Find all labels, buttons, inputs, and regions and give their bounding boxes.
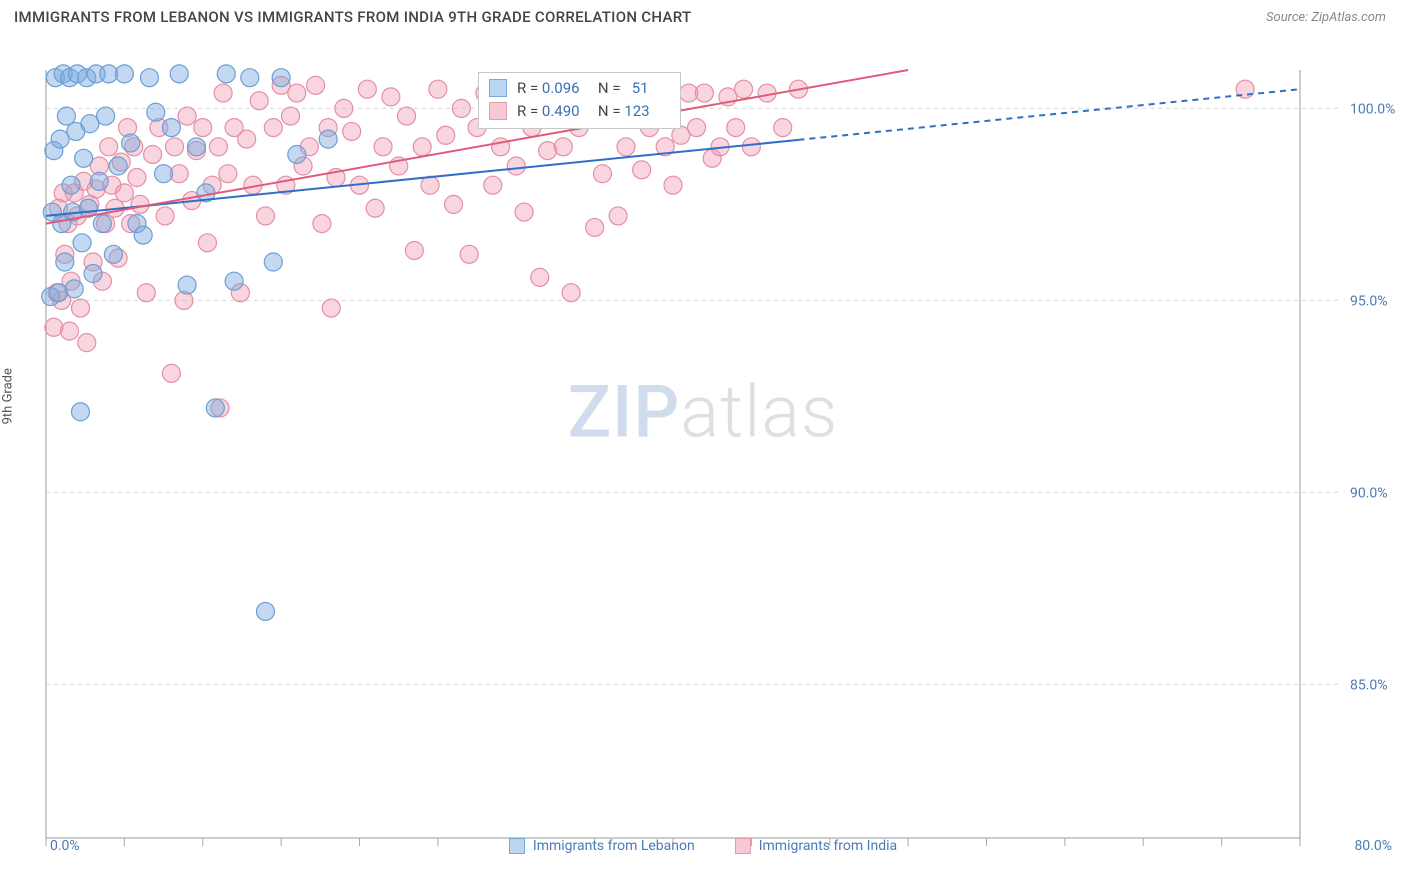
stats-r-value-india: 0.490: [542, 100, 588, 123]
legend-item-india: Immigrants from India: [735, 838, 897, 854]
stats-r-label: R = 0.096: [517, 77, 588, 100]
legend-label-india: Immigrants from India: [759, 838, 897, 854]
legend-swatch-lebanon: [509, 838, 525, 854]
stats-n-label: N = 123: [598, 100, 670, 123]
stats-r-label: R = 0.490: [517, 100, 588, 123]
stats-n-label: N = 51: [598, 77, 670, 100]
stats-row-lebanon: R = 0.096 N = 51: [489, 77, 670, 100]
scatter-chart: 85.0% 90.0% 95.0% 100.0%: [0, 30, 1406, 860]
svg-text:100.0%: 100.0%: [1350, 101, 1395, 117]
svg-text:90.0%: 90.0%: [1350, 485, 1388, 501]
stats-row-india: R = 0.490 N = 123: [489, 100, 670, 123]
bottom-legend: Immigrants from Lebanon Immigrants from …: [0, 838, 1406, 854]
svg-text:95.0%: 95.0%: [1350, 293, 1388, 309]
stats-n-value-lebanon: 51: [624, 77, 670, 100]
svg-text:85.0%: 85.0%: [1350, 677, 1388, 693]
y-axis-label: 9th Grade: [1, 368, 16, 424]
stats-legend-box: R = 0.096 N = 51 R = 0.490 N = 123: [478, 72, 681, 129]
chart-title: IMMIGRANTS FROM LEBANON VS IMMIGRANTS FR…: [14, 8, 691, 26]
legend-item-lebanon: Immigrants from Lebanon: [509, 838, 695, 854]
chart-source: Source: ZipAtlas.com: [1266, 10, 1386, 25]
stats-swatch-india: [489, 102, 507, 120]
chart-container: 9th Grade 85.0%90.0%95.0%100.0% ZIPatlas…: [0, 30, 1406, 860]
stats-r-value-lebanon: 0.096: [542, 77, 588, 100]
stats-n-value-india: 123: [624, 100, 670, 123]
chart-header: IMMIGRANTS FROM LEBANON VS IMMIGRANTS FR…: [0, 0, 1406, 30]
legend-label-lebanon: Immigrants from Lebanon: [533, 838, 695, 854]
legend-swatch-india: [735, 838, 751, 854]
stats-swatch-lebanon: [489, 79, 507, 97]
